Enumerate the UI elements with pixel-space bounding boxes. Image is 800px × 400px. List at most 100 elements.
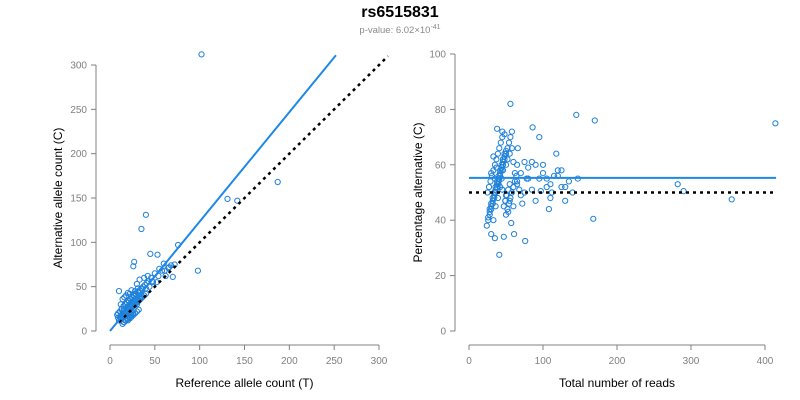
data-point [488, 206, 495, 213]
data-point [483, 222, 490, 229]
y-tick: 100 [70, 238, 96, 249]
y-tick-label: 0 [440, 327, 446, 338]
data-point [521, 158, 528, 166]
data-point [508, 128, 515, 135]
data-point [522, 237, 529, 245]
x-tick: 100 [191, 345, 208, 367]
p-value-text: p-value: 6.02×10 [359, 25, 431, 37]
data-point [124, 317, 132, 324]
x-tick-label: 200 [609, 356, 626, 367]
x-tick-label: 100 [191, 356, 208, 367]
data-point [142, 211, 149, 218]
data-point [486, 211, 493, 218]
data-point [169, 273, 176, 280]
x-tick: 0 [107, 345, 113, 367]
y-tick-label: 50 [76, 282, 88, 293]
data-point [500, 233, 507, 240]
data-point [119, 320, 126, 327]
x-tick-label: 0 [107, 356, 113, 367]
data-point [499, 134, 506, 141]
fit-line [109, 54, 337, 332]
data-point [545, 206, 553, 213]
x-tick: 250 [326, 345, 343, 367]
data-point [502, 197, 509, 204]
x-tick-label: 0 [466, 356, 472, 367]
percentage-alternative-points [483, 100, 779, 258]
percentage-alternative-y-axis: 0 20 40 60 80 100 [429, 50, 456, 338]
data-point [123, 317, 130, 324]
data-point [510, 203, 517, 210]
data-point [505, 208, 512, 215]
data-point [130, 310, 137, 317]
y-tick: 250 [70, 105, 96, 116]
x-tick-label: 50 [149, 356, 161, 367]
data-point [508, 145, 515, 152]
y-tick: 60 [435, 160, 455, 171]
data-point [494, 150, 501, 157]
data-point [135, 306, 142, 313]
x-tick: 200 [609, 345, 626, 367]
y-tick-label: 150 [70, 194, 87, 205]
y-tick: 150 [70, 194, 96, 205]
allele-counts-points [114, 51, 281, 327]
data-point [124, 315, 132, 322]
x-tick: 150 [236, 345, 253, 367]
data-point [499, 186, 506, 193]
data-point [123, 292, 130, 299]
data-point [590, 215, 597, 222]
x-tick-label: 150 [236, 356, 253, 367]
data-point [128, 311, 135, 319]
data-point [496, 145, 503, 152]
data-point [194, 267, 201, 274]
data-point [133, 308, 140, 315]
data-point [114, 311, 121, 319]
data-point [126, 313, 133, 320]
data-point [772, 120, 779, 127]
data-point [680, 188, 687, 195]
data-point [490, 217, 497, 224]
data-point [543, 183, 550, 191]
y-tick: 40 [435, 216, 455, 227]
data-point [494, 125, 501, 132]
data-point [514, 181, 521, 188]
x-tick-label: 300 [371, 356, 388, 367]
y-tick: 20 [435, 271, 455, 282]
data-point [274, 178, 281, 186]
y-tick-label: 200 [70, 149, 87, 160]
data-point [514, 161, 521, 168]
data-point [514, 145, 521, 152]
data-point [130, 263, 137, 270]
x-tick: 50 [149, 345, 161, 367]
data-point [121, 294, 128, 301]
x-axis-label: Reference allele count (T) [175, 376, 313, 390]
y-tick: 50 [76, 282, 96, 293]
data-point [562, 183, 569, 191]
x-tick-label: 250 [326, 356, 343, 367]
data-point [498, 167, 505, 174]
data-point [565, 178, 573, 185]
data-point [132, 310, 139, 317]
data-point [558, 167, 565, 174]
data-point [490, 153, 497, 160]
data-point [505, 139, 513, 146]
data-point [536, 134, 543, 141]
data-point [507, 194, 514, 202]
y-tick-label: 250 [70, 105, 87, 116]
data-point [133, 280, 140, 288]
data-point [501, 156, 508, 163]
allele-counts-plot: 0 50 100 150 200 250 300 0 50 100 150 200 250 300 Refe… [51, 51, 389, 390]
p-value-subtitle: p-value: 6.02×10-41 [0, 24, 800, 36]
data-point [497, 139, 504, 146]
data-point [525, 164, 532, 171]
data-point [517, 170, 524, 177]
x-tick: 0 [466, 345, 472, 367]
data-point [130, 311, 137, 319]
y-tick-label: 60 [435, 160, 447, 171]
data-point [141, 292, 148, 299]
data-point [502, 150, 510, 157]
data-point [166, 264, 173, 271]
percentage-alternative-x-axis: 0 100 200 300 400 [466, 344, 774, 367]
data-point [234, 197, 241, 204]
y-tick: 0 [440, 327, 455, 338]
